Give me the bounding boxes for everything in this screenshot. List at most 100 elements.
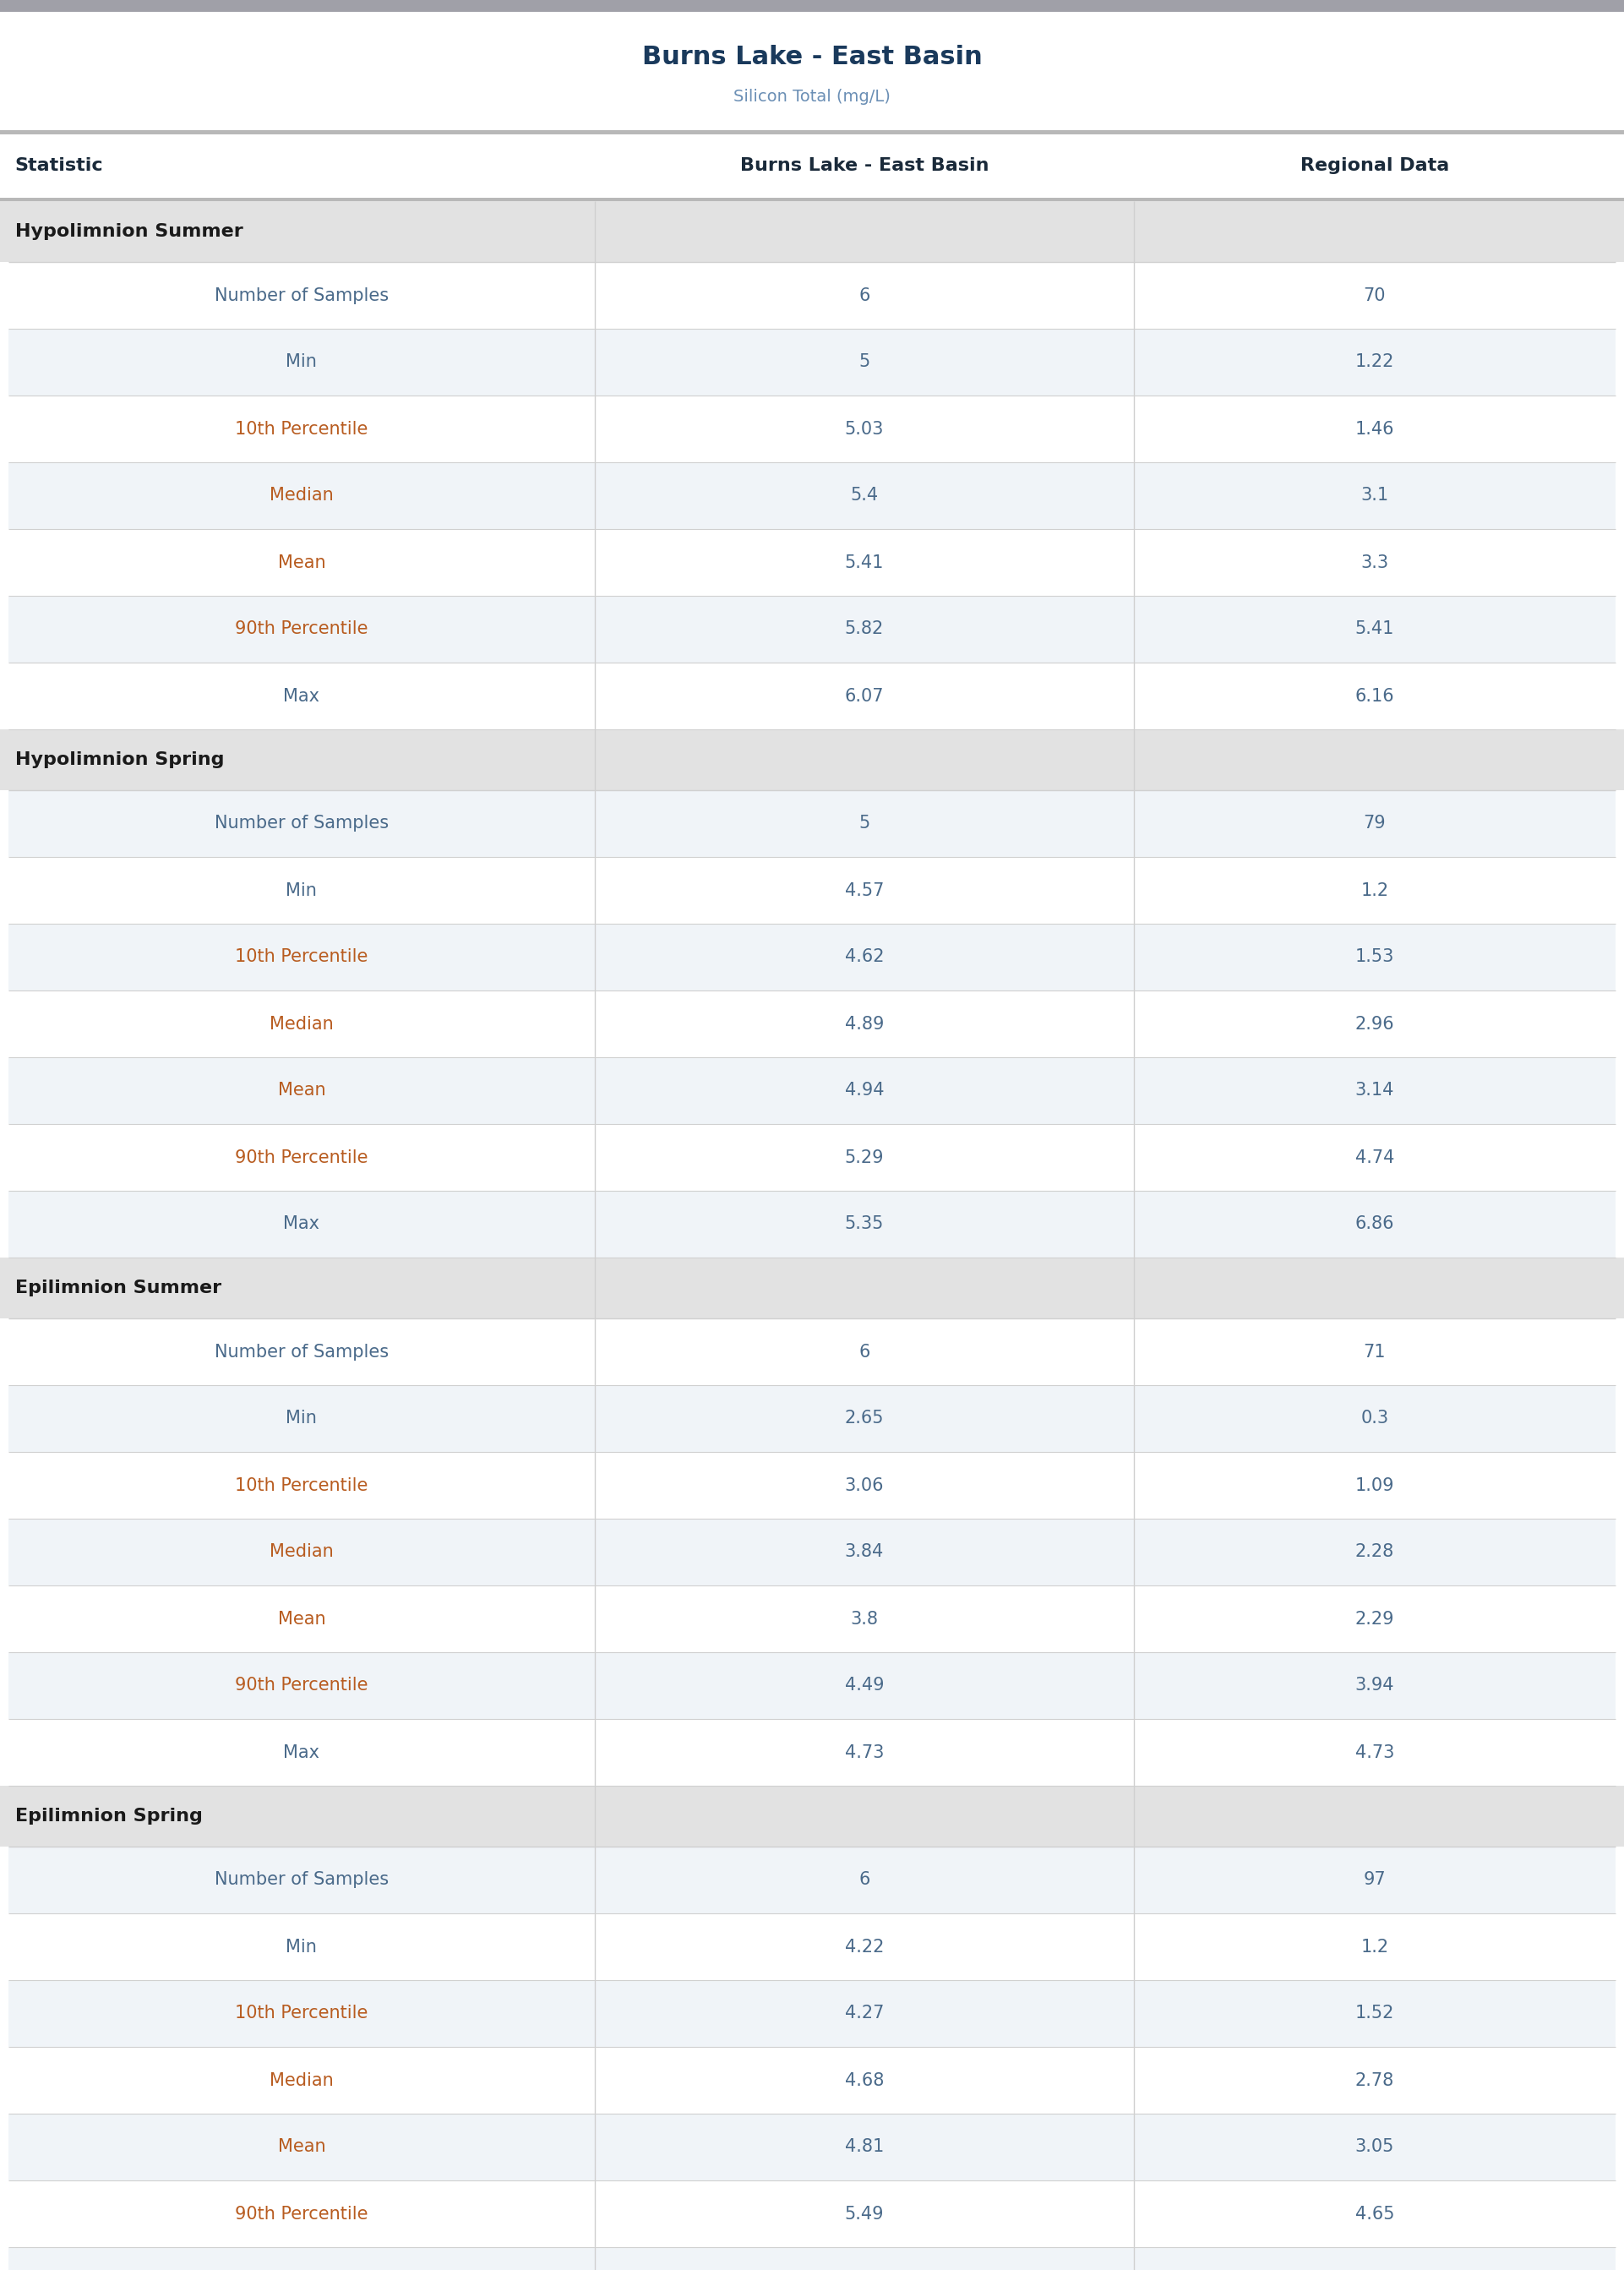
Bar	[0, 134, 1624, 197]
Text: Epilimnion Spring: Epilimnion Spring	[15, 1807, 203, 1825]
Text: 1.09: 1.09	[1354, 1478, 1395, 1494]
Bar	[594, 1846, 1616, 1914]
Bar	[8, 1653, 1616, 1718]
Text: 6.86: 6.86	[1354, 1217, 1395, 1233]
Bar	[8, 663, 1616, 729]
Text: 4.65: 4.65	[1354, 2206, 1395, 2222]
Text: 2.96: 2.96	[1354, 1015, 1395, 1033]
Text: 1.52: 1.52	[1354, 2004, 1395, 2023]
Text: 5.41: 5.41	[844, 554, 883, 570]
Text: 3.84: 3.84	[844, 1544, 883, 1559]
Text: Median: Median	[270, 2073, 333, 2088]
Text: Number of Samples: Number of Samples	[214, 1344, 388, 1360]
Text: 4.49: 4.49	[844, 1678, 883, 1693]
Text: Number of Samples: Number of Samples	[214, 815, 388, 833]
Bar	[0, 202, 1624, 261]
Text: 5: 5	[859, 354, 870, 370]
Text: Silicon Total (mg/L): Silicon Total (mg/L)	[734, 89, 890, 104]
Bar	[8, 2113, 1616, 2181]
Text: Max: Max	[283, 1217, 320, 1233]
Text: Mean: Mean	[278, 554, 325, 570]
Bar	[8, 1584, 1616, 1653]
Bar	[8, 1319, 1616, 1385]
Text: 97: 97	[1364, 1870, 1385, 1889]
Text: 5: 5	[859, 815, 870, 833]
Bar	[8, 1058, 1616, 1124]
Text: 4.73: 4.73	[844, 1743, 883, 1762]
Bar	[0, 1258, 1624, 1319]
Text: 2.78: 2.78	[1354, 2073, 1395, 2088]
Text: 4.22: 4.22	[844, 1939, 883, 1954]
Bar	[0, 729, 1624, 790]
Text: 5.29: 5.29	[844, 1149, 883, 1167]
Bar	[594, 1979, 1616, 2048]
Bar	[8, 261, 1616, 329]
Bar	[0, 1786, 1624, 1846]
Text: Hypolimnion Summer: Hypolimnion Summer	[15, 222, 244, 241]
Bar	[8, 529, 1616, 595]
Bar	[8, 1124, 1616, 1192]
Text: 90th Percentile: 90th Percentile	[235, 2206, 369, 2222]
Text: Burns Lake - East Basin: Burns Lake - East Basin	[641, 45, 983, 68]
Text: 2.29: 2.29	[1354, 1609, 1395, 1628]
Text: 4.68: 4.68	[844, 2073, 883, 2088]
Text: Min: Min	[286, 881, 317, 899]
Text: 3.14: 3.14	[1354, 1083, 1395, 1099]
Text: 3.3: 3.3	[1361, 554, 1389, 570]
Text: Median: Median	[270, 1544, 333, 1559]
Text: 4.74: 4.74	[1354, 1149, 1395, 1167]
Text: 3.8: 3.8	[851, 1609, 879, 1628]
Text: 4.89: 4.89	[844, 1015, 883, 1033]
Bar	[594, 924, 1616, 990]
Text: Mean: Mean	[278, 1083, 325, 1099]
Bar	[594, 790, 1616, 858]
Bar	[0, 129, 1624, 134]
Bar	[594, 329, 1616, 395]
Bar	[8, 2247, 1616, 2270]
Text: Median: Median	[270, 1015, 333, 1033]
Bar	[8, 1192, 1616, 1258]
Text: Min: Min	[286, 1939, 317, 1954]
Text: 6.16: 6.16	[1354, 688, 1395, 704]
Text: Number of Samples: Number of Samples	[214, 286, 388, 304]
Text: Min: Min	[286, 354, 317, 370]
Bar	[8, 1385, 1616, 1453]
Text: 5.35: 5.35	[844, 1217, 883, 1233]
Bar	[0, 0, 1624, 11]
Text: 6.07: 6.07	[844, 688, 883, 704]
Text: Mean: Mean	[278, 2138, 325, 2156]
Bar	[594, 1385, 1616, 1453]
Bar	[8, 2181, 1616, 2247]
Bar	[8, 329, 1616, 395]
Text: 5.4: 5.4	[851, 488, 879, 504]
Text: Hypolimnion Spring: Hypolimnion Spring	[15, 751, 224, 767]
Text: Burns Lake - East Basin: Burns Lake - East Basin	[741, 157, 989, 175]
Text: 10th Percentile: 10th Percentile	[235, 420, 369, 438]
Text: Min: Min	[286, 1410, 317, 1428]
Text: 1.2: 1.2	[1361, 1939, 1389, 1954]
Text: 3.94: 3.94	[1354, 1678, 1395, 1693]
Text: 4.62: 4.62	[844, 949, 883, 965]
Text: 70: 70	[1364, 286, 1385, 304]
Bar	[0, 197, 1624, 202]
Text: 4.81: 4.81	[844, 2138, 883, 2156]
Text: 4.73: 4.73	[1354, 1743, 1395, 1762]
Bar	[8, 595, 1616, 663]
Bar	[594, 2247, 1616, 2270]
Bar	[8, 1453, 1616, 1519]
Text: 4.27: 4.27	[844, 2004, 883, 2023]
Bar	[8, 1979, 1616, 2048]
Bar	[8, 858, 1616, 924]
Text: 1.2: 1.2	[1361, 881, 1389, 899]
Bar	[8, 463, 1616, 529]
Text: Median: Median	[270, 488, 333, 504]
Text: Regional Data: Regional Data	[1301, 157, 1449, 175]
Text: 2.28: 2.28	[1354, 1544, 1395, 1559]
Text: 3.05: 3.05	[1354, 2138, 1395, 2156]
Text: 0.3: 0.3	[1361, 1410, 1389, 1428]
Text: 90th Percentile: 90th Percentile	[235, 1678, 369, 1693]
Text: 1.22: 1.22	[1354, 354, 1395, 370]
Text: Max: Max	[283, 688, 320, 704]
Bar	[594, 2113, 1616, 2181]
Text: Mean: Mean	[278, 1609, 325, 1628]
